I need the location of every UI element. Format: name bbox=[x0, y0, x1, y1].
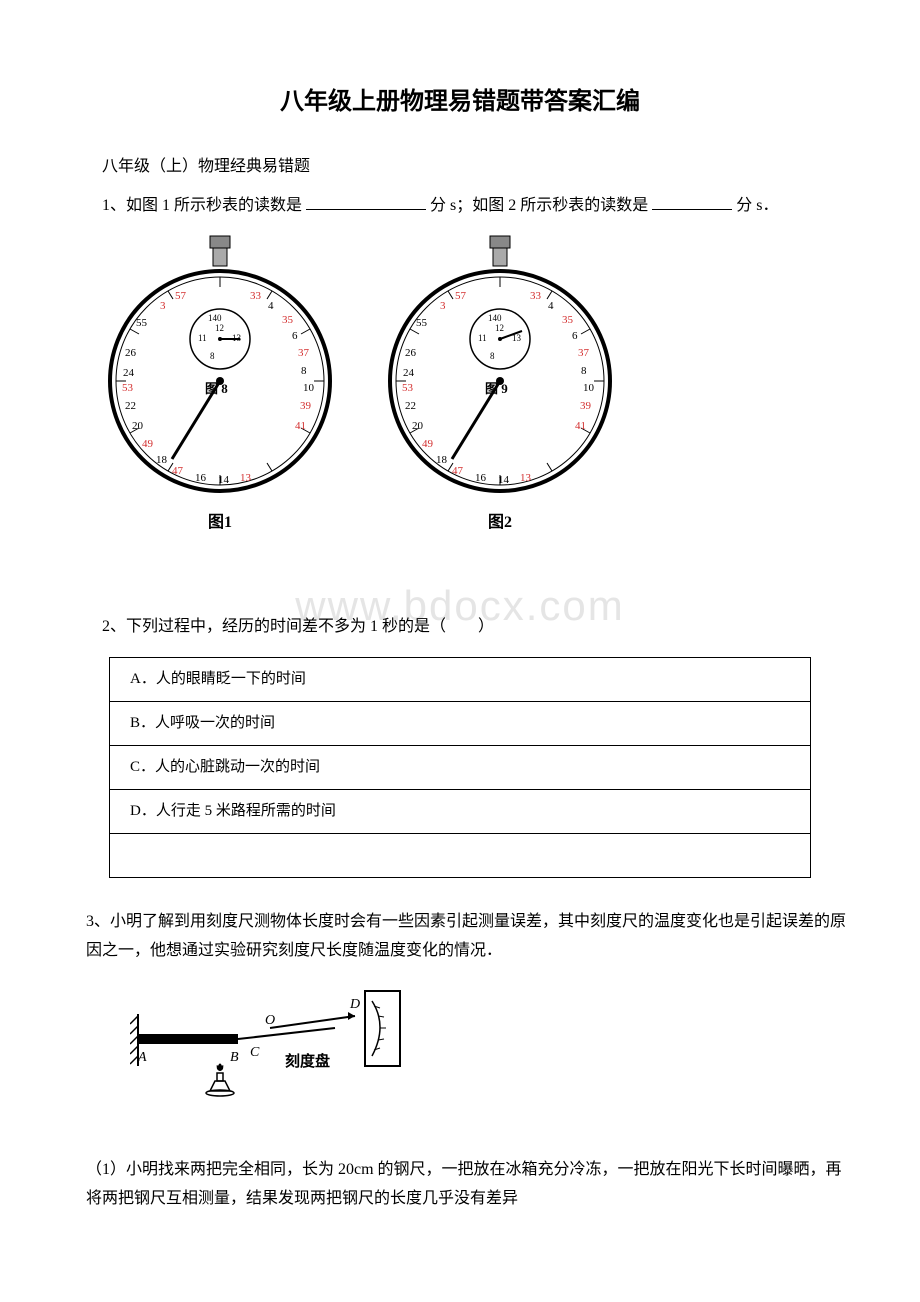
options-table: A．人的眼睛眨一下的时间 B．人呼吸一次的时间 C．人的心脏跳动一次的时间 D．… bbox=[109, 657, 811, 878]
svg-text:刻度盘: 刻度盘 bbox=[285, 1052, 330, 1070]
q1-prefix: 1、如图 1 所示秒表的读数是 bbox=[102, 197, 306, 214]
svg-text:41: 41 bbox=[295, 420, 306, 432]
svg-text:57: 57 bbox=[175, 290, 187, 302]
svg-text:14: 14 bbox=[218, 474, 230, 486]
svg-text:18: 18 bbox=[156, 454, 168, 466]
svg-text:8: 8 bbox=[490, 351, 495, 361]
subtitle: 八年级（上）物理经典易错题 bbox=[70, 153, 850, 182]
stopwatch-2-container: 55 26 24 53 22 20 49 18 47 16 14 13 41 3… bbox=[380, 231, 620, 538]
svg-text:39: 39 bbox=[300, 400, 312, 412]
option-c: C．人的心脏跳动一次的时间 bbox=[110, 745, 811, 789]
svg-text:O: O bbox=[265, 1013, 275, 1028]
blank-1 bbox=[306, 194, 426, 210]
svg-text:4: 4 bbox=[268, 300, 274, 312]
svg-text:24: 24 bbox=[123, 367, 135, 379]
svg-text:8: 8 bbox=[210, 351, 215, 361]
svg-text:37: 37 bbox=[298, 347, 310, 359]
svg-text:41: 41 bbox=[575, 420, 586, 432]
svg-text:A: A bbox=[137, 1050, 147, 1065]
svg-text:49: 49 bbox=[422, 438, 434, 450]
svg-text:3: 3 bbox=[440, 300, 446, 312]
stopwatch-1-container: 55 26 24 53 22 20 49 18 47 16 14 13 41 3… bbox=[100, 231, 340, 538]
svg-text:20: 20 bbox=[412, 420, 424, 432]
q1-suffix: 分 s． bbox=[736, 197, 778, 214]
svg-text:8: 8 bbox=[301, 365, 307, 377]
svg-text:16: 16 bbox=[475, 472, 487, 484]
question-1: 1、如图 1 所示秒表的读数是 分 s；如图 2 所示秒表的读数是 分 s． bbox=[70, 192, 850, 221]
svg-text:22: 22 bbox=[125, 400, 136, 412]
svg-text:10: 10 bbox=[583, 382, 595, 394]
svg-text:55: 55 bbox=[416, 317, 428, 329]
stopwatch-2-label: 图2 bbox=[488, 509, 512, 538]
svg-text:26: 26 bbox=[405, 347, 417, 359]
svg-text:14: 14 bbox=[498, 474, 510, 486]
blank-2 bbox=[652, 194, 732, 210]
svg-text:4: 4 bbox=[548, 300, 554, 312]
question-3: 3、小明了解到用刻度尺测物体长度时会有一些因素引起测量误差，其中刻度尺的温度变化… bbox=[86, 908, 850, 966]
svg-text:35: 35 bbox=[282, 314, 294, 326]
svg-text:140: 140 bbox=[488, 313, 502, 323]
stopwatch-row: 55 26 24 53 22 20 49 18 47 16 14 13 41 3… bbox=[100, 231, 850, 538]
svg-text:18: 18 bbox=[436, 454, 448, 466]
option-d: D．人行走 5 米路程所需的时间 bbox=[110, 789, 811, 833]
option-empty bbox=[110, 833, 811, 877]
svg-text:37: 37 bbox=[578, 347, 590, 359]
svg-text:20: 20 bbox=[132, 420, 144, 432]
page-title: 八年级上册物理易错题带答案汇编 bbox=[70, 80, 850, 123]
svg-text:6: 6 bbox=[292, 330, 298, 342]
svg-text:33: 33 bbox=[250, 290, 262, 302]
ruler-diagram-icon: A B C O D 刻度盘 bbox=[130, 986, 430, 1116]
option-b: B．人呼吸一次的时间 bbox=[110, 701, 811, 745]
q1-mid: 分 s；如图 2 所示秒表的读数是 bbox=[430, 197, 648, 214]
svg-text:16: 16 bbox=[195, 472, 207, 484]
svg-text:12: 12 bbox=[215, 323, 224, 333]
stopwatch-1-label: 图1 bbox=[208, 509, 232, 538]
option-a: A．人的眼睛眨一下的时间 bbox=[110, 657, 811, 701]
svg-text:53: 53 bbox=[402, 382, 414, 394]
svg-text:D: D bbox=[349, 997, 360, 1012]
question-3-sub1: （1）小明找来两把完全相同，长为 20cm 的钢尺，一把放在冰箱充分冷冻，一把放… bbox=[86, 1156, 850, 1214]
svg-text:8: 8 bbox=[581, 365, 587, 377]
svg-text:47: 47 bbox=[452, 465, 464, 477]
svg-text:47: 47 bbox=[172, 465, 184, 477]
svg-text:13: 13 bbox=[520, 472, 532, 484]
stopwatch-2-icon: 55 26 24 53 22 20 49 18 47 16 14 13 41 3… bbox=[380, 231, 620, 501]
svg-text:55: 55 bbox=[136, 317, 148, 329]
svg-text:35: 35 bbox=[562, 314, 574, 326]
svg-text:10: 10 bbox=[303, 382, 315, 394]
svg-text:12: 12 bbox=[495, 323, 504, 333]
svg-text:57: 57 bbox=[455, 290, 467, 302]
svg-text:11: 11 bbox=[198, 333, 207, 343]
svg-text:11: 11 bbox=[478, 333, 487, 343]
svg-text:3: 3 bbox=[160, 300, 166, 312]
svg-text:13: 13 bbox=[240, 472, 252, 484]
svg-text:6: 6 bbox=[572, 330, 578, 342]
stopwatch-1-icon: 55 26 24 53 22 20 49 18 47 16 14 13 41 3… bbox=[100, 231, 340, 501]
svg-text:B: B bbox=[230, 1050, 239, 1065]
svg-text:53: 53 bbox=[122, 382, 134, 394]
svg-text:33: 33 bbox=[530, 290, 542, 302]
svg-text:49: 49 bbox=[142, 438, 154, 450]
question-2: 2、下列过程中，经历的时间差不多为 1 秒的是（ ） bbox=[70, 613, 850, 642]
svg-text:140: 140 bbox=[208, 313, 222, 323]
svg-text:22: 22 bbox=[405, 400, 416, 412]
svg-text:C: C bbox=[250, 1045, 260, 1060]
svg-text:39: 39 bbox=[580, 400, 592, 412]
svg-text:24: 24 bbox=[403, 367, 415, 379]
q3-diagram: A B C O D 刻度盘 bbox=[130, 986, 850, 1127]
svg-text:26: 26 bbox=[125, 347, 137, 359]
